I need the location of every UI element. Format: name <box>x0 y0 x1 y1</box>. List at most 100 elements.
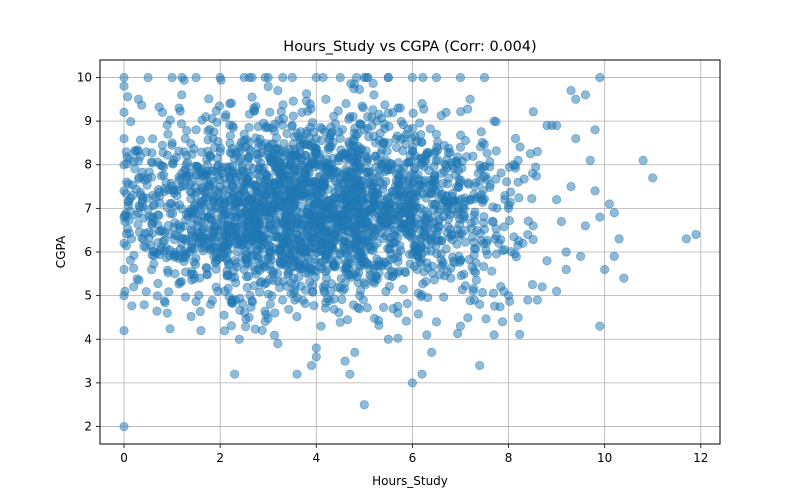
dense-point <box>418 72 428 83</box>
dense-point <box>369 196 380 206</box>
dense-point <box>261 169 271 179</box>
y-tick-label: 7 <box>84 201 92 215</box>
dense-point <box>235 209 245 219</box>
dense-point <box>510 133 521 144</box>
dense-point <box>164 287 174 297</box>
scatter-point <box>537 282 547 292</box>
dense-point <box>221 110 231 120</box>
dense-point <box>374 268 384 278</box>
dense-point <box>152 291 162 301</box>
x-tick-label: 12 <box>693 451 708 465</box>
dense-point <box>248 261 258 271</box>
dense-point <box>272 198 283 208</box>
dense-point <box>309 301 319 311</box>
scatter-point <box>254 164 264 174</box>
scatter-point <box>278 295 288 305</box>
dense-point <box>492 203 502 213</box>
dense-point <box>187 187 197 197</box>
dense-point <box>309 235 319 245</box>
dense-point <box>238 166 248 176</box>
dense-point <box>165 198 175 209</box>
dense-point <box>301 268 311 278</box>
dense-point <box>471 267 481 278</box>
dense-point <box>213 286 223 296</box>
dense-point <box>469 250 479 260</box>
dense-point <box>282 199 292 209</box>
dense-point <box>479 139 489 149</box>
scatter-point <box>273 85 283 96</box>
dense-point <box>241 178 252 188</box>
dense-point <box>211 242 222 252</box>
dense-point <box>381 286 391 297</box>
dense-point <box>288 255 298 265</box>
scatter-point <box>619 273 629 283</box>
dense-point <box>157 225 167 235</box>
y-tick-label: 8 <box>84 158 92 172</box>
scatter-point <box>460 225 470 235</box>
dense-point <box>204 94 214 104</box>
dense-point <box>141 147 152 157</box>
dense-point <box>502 177 512 187</box>
scatter-point <box>287 190 297 200</box>
dense-point <box>194 202 204 212</box>
scatter-point <box>311 343 321 353</box>
dense-point <box>186 138 196 149</box>
dense-point <box>139 300 149 310</box>
dense-point <box>179 75 189 85</box>
dense-point <box>471 258 481 268</box>
dense-point <box>478 239 489 249</box>
dense-point <box>528 107 538 117</box>
dense-point <box>153 278 163 289</box>
dense-point <box>405 199 415 209</box>
dense-point <box>482 249 492 260</box>
dense-point <box>159 162 169 172</box>
scatter-point <box>205 299 216 309</box>
dense-point <box>378 218 388 228</box>
dense-point <box>190 259 201 269</box>
dense-point <box>341 170 351 180</box>
dense-point <box>335 249 345 259</box>
scatter-point <box>359 125 369 135</box>
dense-point <box>321 228 332 238</box>
dense-point <box>328 243 338 253</box>
dense-point <box>219 310 229 320</box>
dense-point <box>355 291 365 301</box>
dense-point <box>410 131 420 142</box>
dense-point <box>152 306 162 316</box>
dense-point <box>402 230 413 240</box>
dense-point <box>284 304 294 315</box>
scatter-point <box>455 142 466 152</box>
scatter-point <box>412 264 422 275</box>
x-tick-label: 4 <box>312 451 320 465</box>
scatter-point <box>523 295 533 305</box>
scatter-point <box>571 94 581 104</box>
dense-point <box>482 148 492 158</box>
scatter-point <box>119 212 129 222</box>
scatter-point <box>571 133 581 144</box>
dense-point <box>511 252 521 262</box>
dense-point <box>436 236 446 246</box>
scatter-point <box>407 147 418 157</box>
dense-point <box>387 159 397 169</box>
dense-point <box>467 232 477 242</box>
dense-point <box>358 103 368 113</box>
scatter-point <box>561 264 571 275</box>
dense-point <box>296 281 306 291</box>
scatter-point <box>513 312 523 323</box>
dense-point <box>263 81 273 92</box>
dense-point <box>497 317 508 327</box>
dense-point <box>168 159 178 169</box>
dense-point <box>413 288 423 298</box>
dense-point <box>203 135 213 145</box>
y-axis-ticks: 2 3 4 5 6 7 8 9 10 <box>77 70 100 434</box>
scatter-point <box>225 99 235 109</box>
dense-point <box>257 184 268 194</box>
dense-point <box>314 159 325 170</box>
scatter-point <box>359 72 369 83</box>
dense-point <box>321 238 332 248</box>
scatter-point <box>580 90 591 100</box>
dense-point <box>278 257 289 267</box>
scatter-point <box>268 269 278 279</box>
scatter-point <box>177 168 187 179</box>
scatter-point <box>383 72 393 83</box>
